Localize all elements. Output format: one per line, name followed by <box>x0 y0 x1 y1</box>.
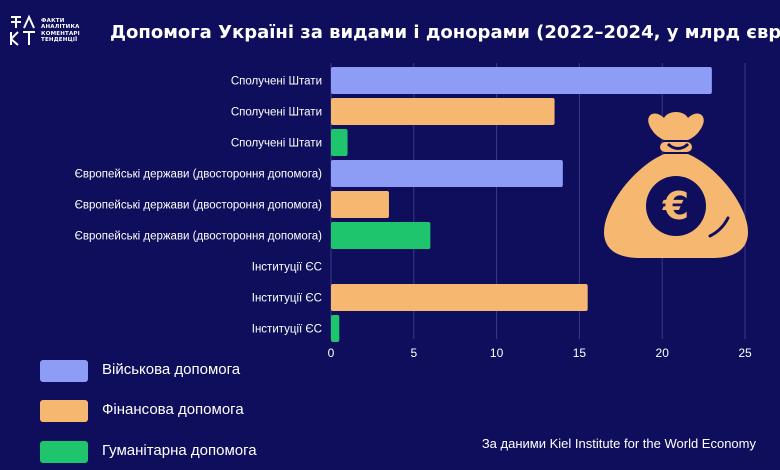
legend-swatch-financial <box>40 400 88 422</box>
bar <box>331 67 712 94</box>
source-note: За даними Kiel Institute for the World E… <box>481 436 756 451</box>
legend-item-humanitarian: Гуманітарна допомога <box>40 441 360 465</box>
money-bag-euro-icon: € <box>604 112 748 258</box>
x-tick-label: 0 <box>328 346 335 360</box>
bar <box>331 129 348 156</box>
category-label: Європейські держави (двостороння допомог… <box>75 169 323 181</box>
x-tick-label: 15 <box>573 346 587 360</box>
category-label: Європейські держави (двостороння допомог… <box>75 231 323 243</box>
legend-label-military: Військова допомога <box>102 361 241 378</box>
x-tick-label: 25 <box>738 346 752 360</box>
bar <box>331 222 431 249</box>
logo-line: КОМЕНТАРІ <box>41 30 80 37</box>
chart-title: Допомога Україні за видами і донорами (2… <box>110 22 780 43</box>
svg-text:€: € <box>662 184 689 228</box>
bar <box>331 191 389 218</box>
logo-line: ТЕНДЕНЦІЇ <box>41 37 78 44</box>
logo-line: АНАЛІТИКА <box>41 24 80 31</box>
logo-line: ФАКТИ <box>41 18 65 24</box>
category-label: Інституції ЄС <box>252 293 322 305</box>
category-label: Інституції ЄС <box>252 262 322 274</box>
x-tick-label: 10 <box>490 346 504 360</box>
logo: ФАКТИ АНАЛІТИКА КОМЕНТАРІ ТЕНДЕНЦІЇ <box>8 14 98 48</box>
category-label: Європейські держави (двостороння допомог… <box>75 200 323 212</box>
x-tick-label: 20 <box>656 346 670 360</box>
legend-label-humanitarian: Гуманітарна допомога <box>102 442 257 459</box>
legend-swatch-humanitarian <box>40 441 88 463</box>
bar <box>331 98 555 125</box>
category-label: Сполучені Штати <box>231 138 322 150</box>
legend-item-financial: Фінансова допомога <box>40 400 360 424</box>
logo-text: ФАКТИ АНАЛІТИКА КОМЕНТАРІ ТЕНДЕНЦІЇ <box>41 18 80 44</box>
legend-swatch-military <box>40 360 88 382</box>
legend-item-military: Військова допомога <box>40 360 360 384</box>
legend-label-financial: Фінансова допомога <box>102 401 244 418</box>
category-label: Інституції ЄС <box>252 324 322 336</box>
bar <box>331 315 340 342</box>
x-tick-label: 5 <box>410 346 417 360</box>
category-label: Сполучені Штати <box>231 76 322 88</box>
bar <box>331 160 563 187</box>
category-label: Сполучені Штати <box>231 107 322 119</box>
bar <box>331 284 588 311</box>
logo-mark <box>10 14 35 46</box>
